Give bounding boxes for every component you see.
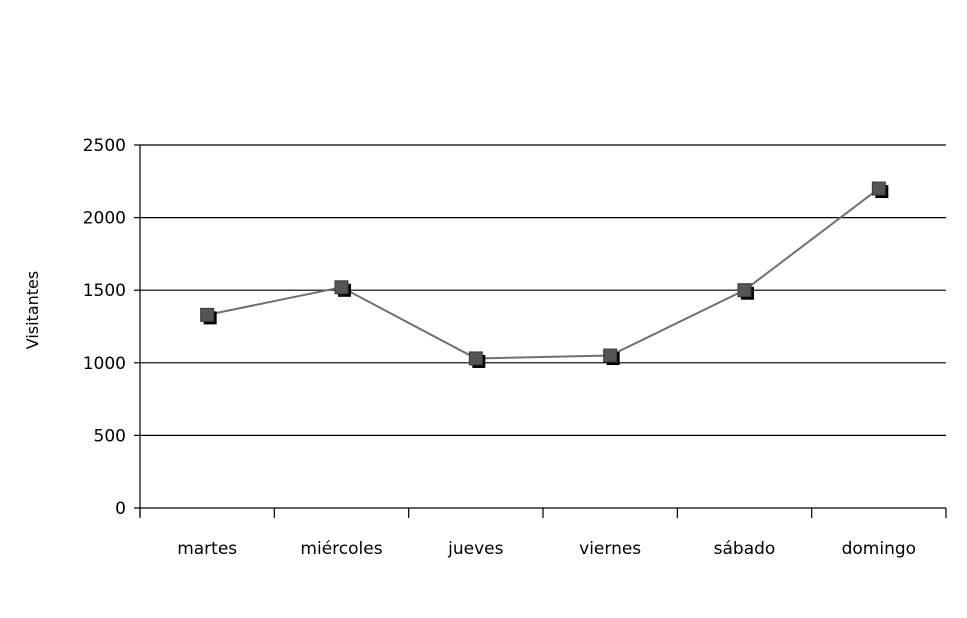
x-tick-label: sábado [714,539,776,559]
gridlines [140,144,946,436]
data-point [603,348,618,363]
axes [134,144,947,518]
data-point [334,280,349,295]
y-tick-labels: 0 500 1000 1500 2000 2500 [83,136,126,519]
y-tick-label: 0 [115,499,126,519]
y-tick-label: 1500 [83,281,126,301]
data-series [200,181,889,368]
data-point [871,181,886,196]
data-point [200,307,215,322]
y-tick-label: 2000 [83,209,126,229]
y-tick-label: 2500 [83,136,126,156]
y-tick-label: 500 [94,426,126,446]
y-tick-label: 1000 [83,354,126,374]
data-point [737,283,752,298]
series-line [206,187,880,360]
x-tick-label: viernes [579,539,641,559]
x-tick-labels: martes miércoles jueves viernes sábado doming… [177,539,916,559]
data-point [468,351,483,366]
x-tick-label: miércoles [300,539,382,559]
x-tick-label: domingo [842,539,916,559]
x-tick-label: jueves [447,539,503,559]
x-tick-label: martes [177,539,237,559]
y-axis-title: Visitantes [23,271,42,350]
